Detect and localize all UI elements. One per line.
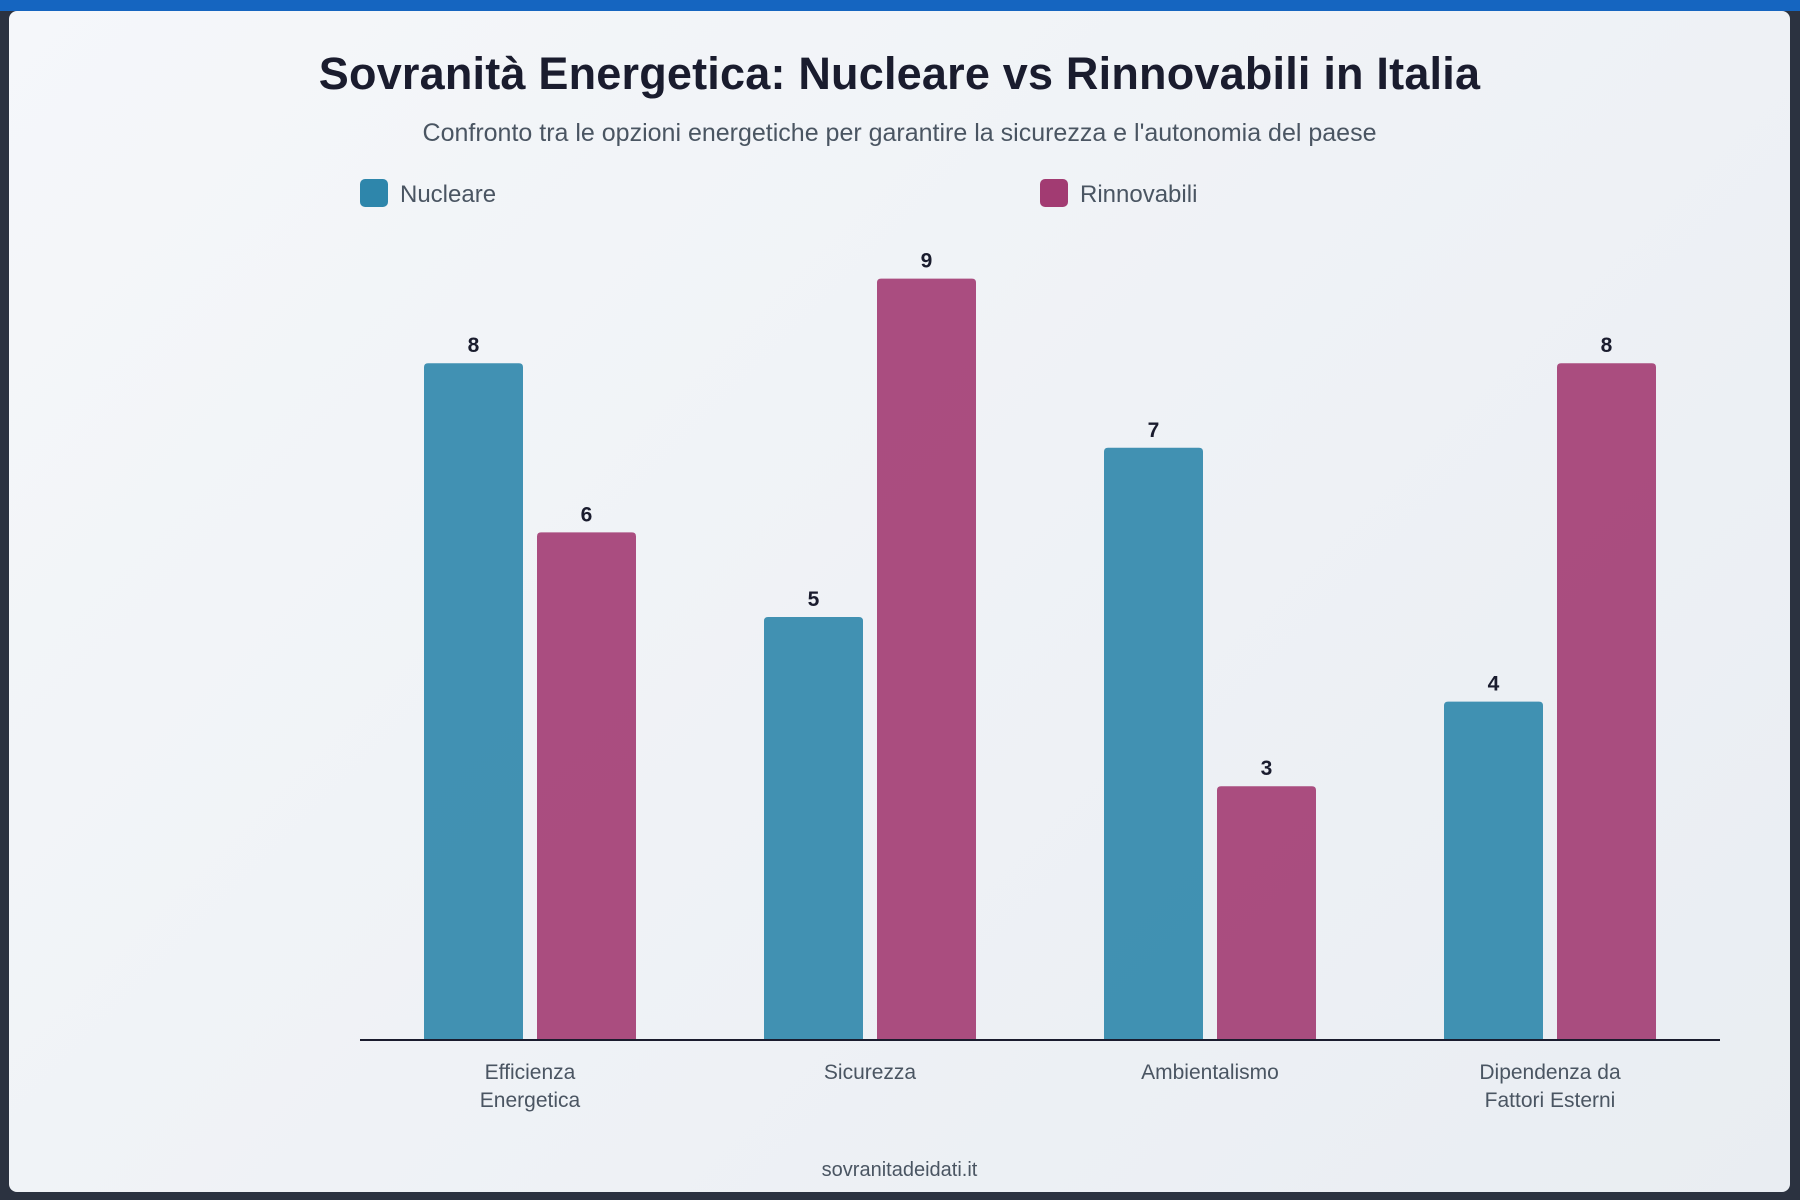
value-label-rinnovabili-ambientalismo: 3 bbox=[1261, 757, 1273, 780]
value-label-rinnovabili-sicurezza: 9 bbox=[921, 250, 933, 273]
legend-swatch-nucleare bbox=[360, 179, 388, 207]
x-tick-label-ambientalismo: Ambientalismo bbox=[1141, 1061, 1279, 1084]
legend-label-nucleare: Nucleare bbox=[400, 181, 496, 208]
value-label-nucleare-efficienza-energetica: 8 bbox=[468, 334, 480, 357]
bar-rinnovabili-sicurezza bbox=[877, 278, 976, 1041]
accent-top-bar bbox=[0, 0, 1800, 11]
bar-nucleare-ambientalismo bbox=[1104, 447, 1203, 1040]
value-label-nucleare-ambientalismo: 7 bbox=[1148, 419, 1160, 442]
x-tick-label-dipendenza-da-fattori-esterni: Dipendenza da Fattori Esterni bbox=[1479, 1061, 1621, 1112]
x-tick-label-sicurezza: Sicurezza bbox=[824, 1061, 917, 1084]
value-label-rinnovabili-dipendenza-da-fattori-esterni: 8 bbox=[1601, 334, 1613, 357]
chart-title: Sovranità Energetica: Nucleare vs Rinnov… bbox=[318, 48, 1481, 99]
value-label-rinnovabili-efficienza-energetica: 6 bbox=[581, 503, 593, 526]
legend-label-rinnovabili: Rinnovabili bbox=[1080, 181, 1197, 208]
chart-card: Sovranità Energetica: Nucleare vs Rinnov… bbox=[9, 11, 1790, 1192]
value-label-nucleare-dipendenza-da-fattori-esterni: 4 bbox=[1488, 673, 1500, 696]
x-tick-label-efficienza-energetica: Efficienza Energetica bbox=[480, 1061, 581, 1112]
footer-source: sovranitadeidati.it bbox=[821, 1159, 978, 1181]
bar-nucleare-dipendenza-da-fattori-esterni bbox=[1444, 701, 1543, 1040]
bar-chart: Nucleare Rinnovabili 8 6 Efficienza Energetic… bbox=[360, 179, 1720, 1112]
chart-subtitle: Confronto tra le opzioni energetiche per… bbox=[422, 119, 1377, 147]
bar-rinnovabili-efficienza-energetica bbox=[537, 532, 636, 1040]
bar-rinnovabili-dipendenza-da-fattori-esterni bbox=[1557, 363, 1656, 1040]
bar-nucleare-efficienza-energetica bbox=[424, 363, 523, 1040]
bar-rinnovabili-ambientalismo bbox=[1217, 786, 1316, 1040]
value-label-nucleare-sicurezza: 5 bbox=[808, 588, 820, 611]
bar-nucleare-sicurezza bbox=[764, 617, 863, 1040]
legend-swatch-rinnovabili bbox=[1040, 179, 1068, 207]
